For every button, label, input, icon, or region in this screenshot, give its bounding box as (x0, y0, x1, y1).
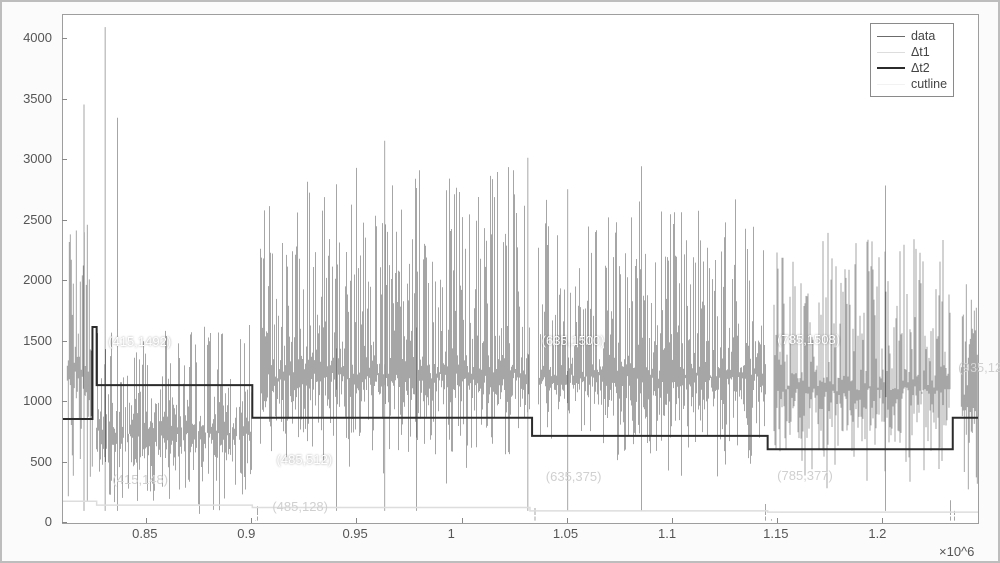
y-tick-label: 1000 (6, 393, 52, 408)
annotation: (785,1508) (777, 332, 840, 347)
legend-item: Δt2 (877, 60, 947, 76)
legend-label: cutline (911, 77, 947, 91)
x-tick-label: 1.15 (763, 526, 788, 541)
legend-label: Δt1 (911, 45, 930, 59)
x-tick-mark (251, 518, 252, 523)
y-tick-mark (62, 220, 67, 221)
annotation: (415,1492) (108, 334, 171, 349)
y-tick-mark (62, 522, 67, 523)
x-tick-label: 1.2 (868, 526, 886, 541)
y-tick-mark (62, 462, 67, 463)
x-tick-label: 1 (448, 526, 455, 541)
annotation: (635,1500) (542, 333, 605, 348)
annotation: (635,375) (546, 469, 602, 484)
x-tick-mark (356, 518, 357, 523)
legend-label: Δt2 (911, 61, 930, 75)
legend-label: data (911, 29, 935, 43)
y-tick-mark (62, 280, 67, 281)
y-tick-label: 3500 (6, 91, 52, 106)
y-tick-mark (62, 341, 67, 342)
x-tick-label: 1.05 (553, 526, 578, 541)
chart-container: data Δt1 Δt2 cutline ×10^6 0 500 1000 1500 2000… (0, 0, 1000, 563)
y-tick-mark (62, 38, 67, 39)
x-tick-label: 0.9 (237, 526, 255, 541)
y-tick-label: 4000 (6, 30, 52, 45)
y-tick-label: 2000 (6, 272, 52, 287)
annotation: (415,148) (112, 472, 168, 487)
y-tick-mark (62, 159, 67, 160)
x-tick-mark (672, 518, 673, 523)
legend-swatch (877, 67, 905, 69)
legend-item: cutline (877, 76, 947, 92)
y-tick-label: 500 (6, 454, 52, 469)
x-tick-label: 0.85 (132, 526, 157, 541)
plot-svg (63, 15, 978, 523)
y-tick-label: 0 (6, 514, 52, 529)
y-tick-label: 2500 (6, 212, 52, 227)
x-tick-mark (882, 518, 883, 523)
y-tick-label: 1500 (6, 333, 52, 348)
series-dt1 (63, 501, 978, 512)
legend-swatch (877, 52, 905, 53)
y-tick-mark (62, 99, 67, 100)
legend: data Δt1 Δt2 cutline (870, 23, 954, 97)
x-tick-mark (777, 518, 778, 523)
legend-swatch (877, 36, 905, 37)
x-tick-label: 0.95 (342, 526, 367, 541)
y-tick-label: 3000 (6, 151, 52, 166)
annotation: (485,512) (277, 452, 333, 467)
legend-item: Δt1 (877, 44, 947, 60)
x-tick-label: 1.1 (658, 526, 676, 541)
plot-area (62, 14, 979, 524)
series-data (67, 27, 977, 521)
x-axis-multiplier: ×10^6 (939, 544, 974, 559)
x-tick-mark (567, 518, 568, 523)
y-tick-mark (62, 401, 67, 402)
x-tick-mark (462, 518, 463, 523)
x-tick-mark (146, 518, 147, 523)
annotation: (785,377) (777, 468, 833, 483)
annotation: (935,1276) (958, 360, 1000, 375)
legend-item: data (877, 28, 947, 44)
annotation: (485,128) (272, 499, 328, 514)
legend-swatch (877, 84, 905, 85)
